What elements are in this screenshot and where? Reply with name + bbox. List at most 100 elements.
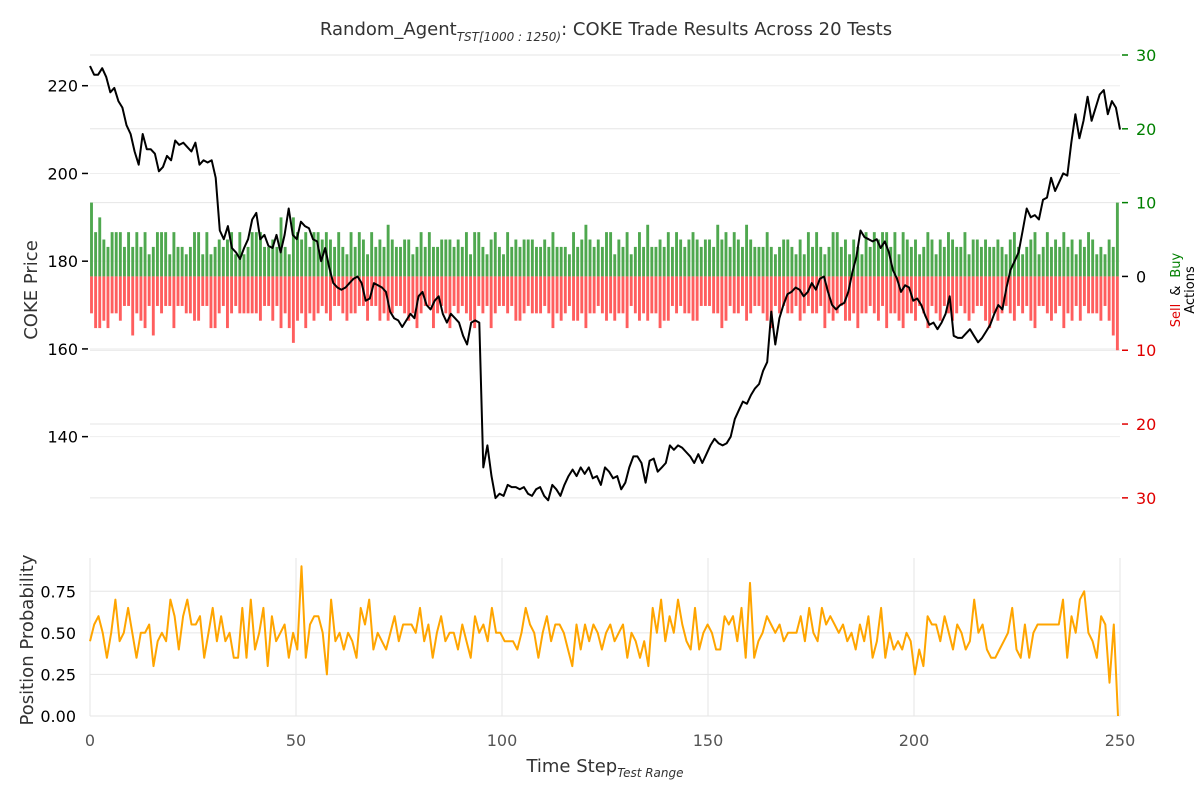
buy-bar [1078,239,1082,277]
sell-bar [242,276,246,314]
sell-bar [250,276,254,314]
sell-bar [979,276,983,306]
buy-bar [296,232,299,277]
sell-bar [193,276,196,321]
sell-bar [720,276,724,329]
buy-bar [271,239,275,277]
buy-bar [127,232,131,277]
buy-bar [415,246,419,277]
sell-bar [510,276,514,306]
buy-bar [258,232,262,277]
sell-bar [530,276,534,314]
sell-bar [658,276,662,329]
chart-title: Random_AgentTST[1000 : 1250): COKE Trade… [320,19,892,44]
probability-axis: 0.00 0.25 0.50 0.75 [40,582,76,726]
sell-bar [147,276,151,306]
sell-bar [399,276,402,306]
sell-bar [502,276,505,306]
buy-bar [135,232,139,277]
buy-bar [254,232,258,277]
buy-bar [316,232,320,277]
sell-bar [353,276,357,314]
sell-bar [876,276,880,321]
buy-bar [291,217,295,277]
buy-bar [728,246,732,277]
sell-bar [407,276,411,321]
buy-bar [967,254,971,277]
buy-bar [440,239,444,277]
sell-bar [1041,276,1045,306]
buy-bar [605,232,608,277]
sell-bar [856,276,860,329]
buy-bar [613,254,617,277]
sell-bar [160,276,163,314]
actions-axis-label-top: Sell & Buy [1169,252,1184,327]
sell-bar [118,276,122,321]
sell-bar [444,276,448,314]
price-axis-label: COKE Price [21,240,42,340]
buy-bar [778,246,781,277]
sell-bar [329,276,332,321]
buy-bar [572,232,575,277]
buy-bar [876,239,880,277]
sell-bar [868,276,872,306]
buy-bar [357,232,361,277]
buy-bar [333,246,337,277]
buy-bar [675,232,678,277]
sell-bar [724,276,728,321]
buy-bar [497,246,501,277]
buy-bar [399,246,402,277]
sell-bar [881,276,884,306]
sell-bar [234,276,238,306]
buy-bar [592,246,596,277]
sell-bar [1095,276,1099,314]
buy-bar [390,239,394,277]
sell-bar [238,276,242,314]
buy-bar [885,232,889,277]
sell-bar [267,276,271,306]
sell-bar [798,276,802,321]
sell-bar [559,276,563,321]
sell-bar [596,276,600,306]
buy-bar [625,232,629,277]
buy-bar [382,246,386,277]
time-step-axis-label: Time StepTest Range [525,756,683,780]
buy-bar [341,246,345,277]
buy-bar [250,232,254,277]
sell-bar [835,276,839,314]
sell-bar [934,276,938,314]
buy-bar [1087,232,1090,277]
sell-bar [106,276,110,329]
buy-bar [687,239,691,277]
buy-bar [629,254,633,277]
buy-bar [1062,232,1066,277]
sell-bar [885,276,889,329]
sell-bar [436,276,440,314]
sell-bar [411,276,415,314]
buy-bar [600,246,604,277]
sell-bar [382,276,386,314]
sell-bar [258,276,262,321]
buy-bar [1095,254,1099,277]
sell-bar [860,276,864,314]
sell-bar [683,276,687,314]
sell-bar [1050,276,1053,321]
sell-bar [464,276,468,314]
sell-bar [506,276,510,314]
sell-bar [736,276,740,314]
sell-bar [1103,276,1107,306]
sell-bar [1000,276,1004,314]
buy-bar [831,232,835,277]
buy-bar [881,232,884,277]
buy-bar [106,246,110,277]
buy-bar [275,246,279,277]
time-step-tick-label: 200 [899,731,930,750]
sell-bar [102,276,106,321]
buy-bar [819,246,823,277]
sell-bar [782,276,786,306]
buy-bar [230,232,234,277]
sell-bar [172,276,176,329]
sell-bar [625,276,629,329]
time-step-tick-label: 250 [1105,731,1136,750]
